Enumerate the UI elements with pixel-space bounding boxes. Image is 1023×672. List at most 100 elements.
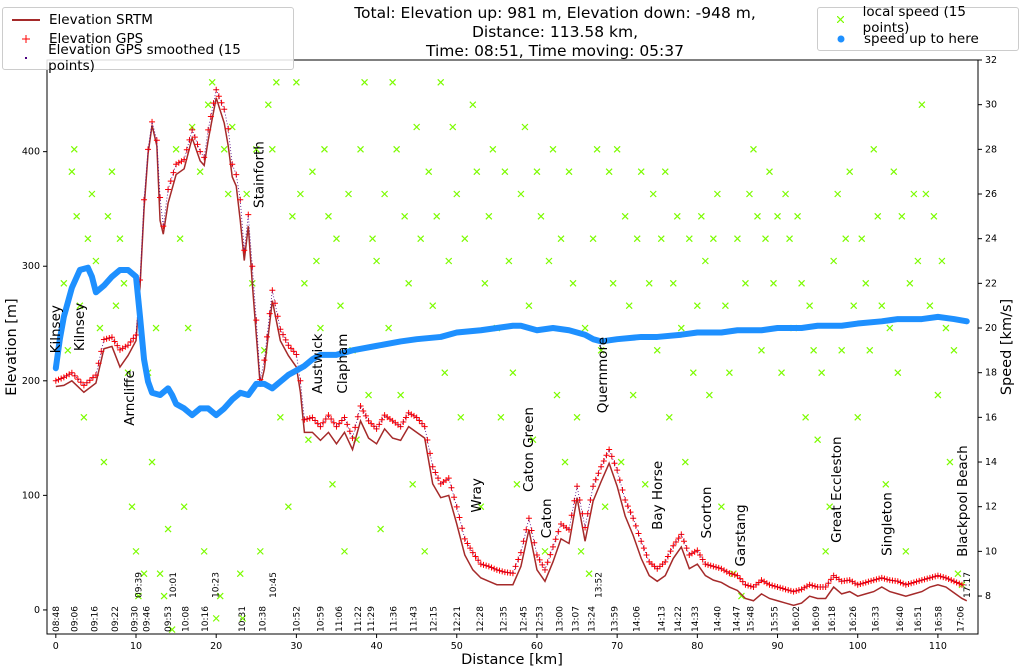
local-speed-point [693, 302, 701, 310]
gps-point [632, 522, 639, 529]
local-speed-point [96, 324, 104, 332]
gps-point [477, 561, 484, 568]
local-speed-point [782, 190, 789, 198]
local-speed-point [369, 235, 376, 243]
gps-point [795, 587, 802, 594]
local-speed-point [216, 592, 224, 600]
local-speed-point [405, 279, 413, 287]
legend-item-local-speed: local speed (15 points) [818, 4, 1018, 36]
y2-tick-label: 28 [985, 144, 997, 155]
local-speed-point [140, 570, 148, 578]
local-speed-point [553, 391, 561, 399]
gps-point [937, 573, 944, 580]
local-speed-point [585, 570, 593, 578]
star-marker-icon [826, 31, 856, 47]
local-speed-point [421, 547, 429, 555]
x-tick-label: 90 [771, 641, 783, 652]
gps-point [153, 137, 160, 144]
local-speed-point [569, 279, 577, 287]
local-speed-point [268, 145, 276, 153]
gps-point [731, 571, 738, 578]
time-label: 17:06 [956, 606, 966, 632]
local-speed-point [377, 525, 385, 533]
time-label: 13:07 [571, 606, 581, 632]
legend-speed: local speed (15 points) speed up to here [817, 4, 1019, 51]
local-speed-point [180, 503, 188, 511]
local-speed-point [689, 369, 697, 377]
gps-point [811, 583, 818, 590]
place-label: Stainforth [252, 141, 268, 208]
local-speed-point [922, 190, 930, 198]
local-speed-point [501, 168, 509, 176]
local-speed-point [381, 190, 389, 198]
local-speed-point [902, 547, 910, 555]
gps-point [675, 535, 682, 542]
gps-point [435, 475, 442, 482]
gps-point [763, 580, 770, 587]
gps-point [488, 564, 495, 571]
gps-point [183, 146, 190, 153]
gps-point [170, 169, 177, 176]
local-speed-point [509, 369, 517, 377]
time-label: 09:16 [90, 606, 100, 632]
local-speed-point [220, 145, 228, 153]
y-tick-label: 100 [22, 490, 40, 501]
gps-point [186, 136, 193, 143]
local-speed-point [80, 413, 88, 421]
gps-point [622, 496, 629, 503]
local-speed-point [73, 212, 81, 220]
local-speed-point [625, 302, 633, 310]
gps-point [950, 578, 957, 585]
legend-label: Elevation SRTM [49, 11, 153, 28]
gps-point [453, 503, 460, 510]
gps-point [603, 452, 610, 459]
place-label: Scorton [699, 487, 715, 539]
local-speed-point [673, 212, 681, 220]
local-speed-point [345, 190, 352, 198]
local-speed-point [657, 235, 665, 243]
gps-point [314, 420, 321, 427]
gps-point [715, 564, 722, 571]
local-speed-point [517, 190, 525, 198]
local-speed-point [300, 279, 308, 287]
time-label: 12:53 [535, 606, 545, 632]
gps-point [806, 581, 813, 588]
local-speed-point [148, 458, 156, 466]
local-speed-point [120, 279, 128, 287]
local-speed-point [385, 324, 393, 332]
gps-point [870, 577, 877, 584]
time-label: 10:45 [269, 572, 279, 598]
local-speed-point [802, 413, 810, 421]
local-speed-point [766, 168, 773, 176]
x-axis-label: Distance [km] [461, 652, 563, 668]
srtm-line [55, 97, 968, 607]
local-speed-point [545, 257, 553, 265]
local-speed-point [581, 324, 589, 332]
gps-point [809, 582, 816, 589]
time-label: 15:48 [746, 606, 756, 632]
time-label: 16:40 [896, 606, 906, 632]
gps-point [619, 487, 626, 494]
local-speed-point [485, 212, 493, 220]
gps-point [940, 574, 947, 581]
gps-point [116, 346, 123, 353]
gps-point [365, 417, 372, 424]
local-speed-point [88, 190, 96, 198]
gps-point [344, 421, 351, 428]
time-label: 17:17 [963, 572, 973, 598]
legend-item-srtm: Elevation SRTM [3, 10, 293, 29]
gps-point [191, 134, 198, 141]
local-speed-point [409, 480, 417, 488]
local-speed-point [473, 168, 481, 176]
gps-point [884, 576, 891, 583]
time-label: 13:24 [587, 606, 597, 632]
local-speed-point [321, 145, 328, 153]
local-speed-point [341, 547, 348, 555]
local-speed-point [469, 101, 477, 109]
local-speed-point [168, 626, 176, 633]
local-speed-point [557, 235, 565, 243]
gps-point [718, 565, 725, 572]
gps-point [408, 411, 415, 418]
place-label: Garstang [733, 504, 749, 566]
